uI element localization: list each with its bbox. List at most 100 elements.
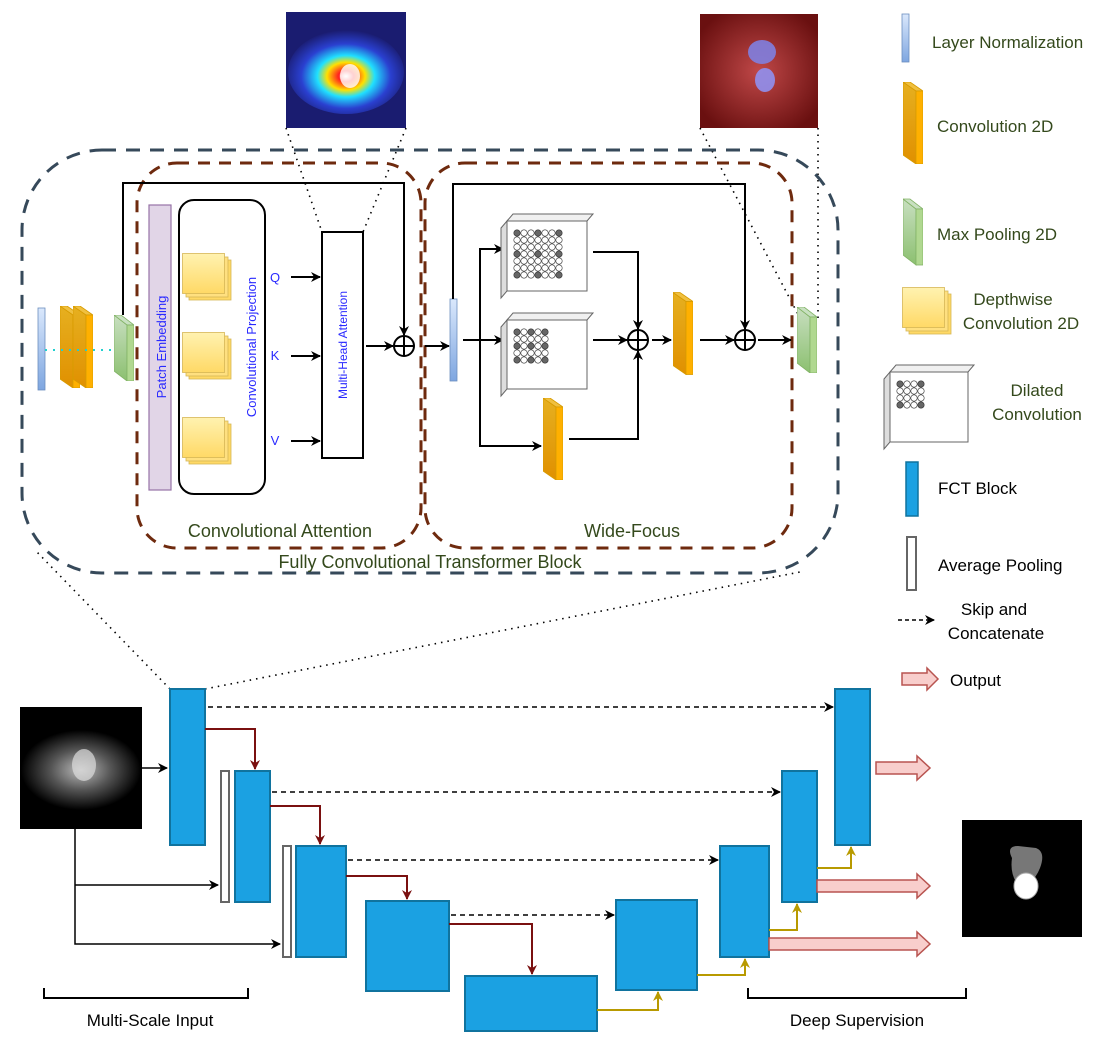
add-icon (393, 335, 415, 357)
fct-block-title: Fully Convolutional Transformer Block (278, 552, 582, 572)
kernel-cell (555, 257, 563, 265)
skip-connections (208, 702, 834, 920)
kernel-cell (513, 250, 521, 258)
kernel-cell (555, 236, 563, 244)
output-arrow (816, 872, 932, 900)
layer-norm (37, 307, 46, 391)
output-mask-image (962, 820, 1082, 937)
kernel-cell (527, 236, 535, 244)
kernel-cell (555, 243, 563, 251)
legend-maxpool-icon (903, 198, 923, 266)
kernel-cell (548, 236, 556, 244)
legend-avgpool-icon (906, 536, 917, 591)
depthwise-conv-k (182, 332, 232, 380)
encoder-block-3 (295, 845, 347, 958)
kernel-cell (541, 335, 549, 343)
kernel-cell (555, 271, 563, 279)
kernel-cell (520, 349, 528, 357)
residual-connection (452, 183, 750, 330)
kernel-cell (520, 243, 528, 251)
kernel-cell (541, 271, 549, 279)
kernel-cell (513, 335, 521, 343)
legend-depthwise-icon (902, 287, 952, 335)
bottleneck-block (464, 975, 598, 1032)
zoom-dotted-lines (34, 127, 819, 690)
kernel-cell (527, 328, 535, 336)
upsample-arrows (597, 846, 856, 1011)
conv-projection-box (178, 199, 266, 495)
kernel-cell (513, 349, 521, 357)
encoder-block-2 (234, 770, 271, 903)
downsample-arrows (205, 728, 537, 975)
kernel-cell (520, 271, 528, 279)
attention-heatmap-image (286, 12, 406, 128)
legend-layer-norm: Layer Normalization (932, 33, 1083, 52)
depthwise-conv-q (182, 253, 232, 301)
conv-attention-border (135, 161, 423, 550)
kernel-cell (513, 264, 521, 272)
kernel-cell (896, 387, 904, 395)
kernel-cell (527, 335, 535, 343)
kernel-cell (513, 243, 521, 251)
kernel-cell (534, 335, 542, 343)
conv-projection-label: Convolutional Projection (244, 277, 259, 417)
kernel-cell (896, 401, 904, 409)
kernel-cell (513, 356, 521, 364)
multi-scale-input-label: Multi-Scale Input (87, 1011, 214, 1030)
avg-pool (220, 770, 230, 903)
kernel-cell (527, 264, 535, 272)
qkv-arrows (291, 272, 321, 446)
legend-skip-line2: Concatenate (948, 624, 1044, 643)
kernel-cell (534, 236, 542, 244)
kernel-cell (541, 342, 549, 350)
kernel-cell (513, 236, 521, 244)
legend-fct: FCT Block (938, 479, 1018, 498)
kernel-cell (541, 257, 549, 265)
encoder-block-4 (365, 900, 450, 992)
kernel-cell (548, 243, 556, 251)
segmentation-overlay-image (700, 14, 818, 128)
kernel-cell (903, 394, 911, 402)
legend-skip-line1: Skip and (961, 600, 1027, 619)
kernel-cell (513, 342, 521, 350)
kernel-cell (548, 264, 556, 272)
kernel-cell (513, 229, 521, 237)
mha-label: Multi-Head Attention (336, 291, 350, 399)
legend-avgpool: Average Pooling (938, 556, 1062, 575)
kernel-cell (917, 394, 925, 402)
kernel-cell (555, 229, 563, 237)
legend-fct-icon (905, 461, 919, 517)
add-icon (734, 329, 756, 351)
kernel-cell (534, 342, 542, 350)
legend-maxpool: Max Pooling 2D (937, 225, 1057, 244)
kernel-cell (513, 257, 521, 265)
kernel-cell (903, 401, 911, 409)
legend-layer-norm-icon (901, 13, 910, 63)
legend-depthwise-line2: Convolution 2D (963, 314, 1079, 333)
kernel-cell (520, 250, 528, 258)
output-arrows (768, 754, 932, 958)
kernel-cell (534, 356, 542, 364)
kernel-cell (520, 236, 528, 244)
maxpool2d (114, 315, 134, 381)
deep-supervision-label: Deep Supervision (790, 1011, 924, 1030)
kernel-cell (513, 271, 521, 279)
decoder-block-2 (781, 770, 818, 903)
kernel-cell (534, 250, 542, 258)
branch-lines (463, 244, 792, 451)
conv2d (543, 398, 563, 480)
input-arrows (74, 763, 281, 949)
patch-embedding (148, 204, 172, 491)
legend-output: Output (950, 671, 1001, 690)
q-label: Q (270, 270, 280, 285)
kernel-cell (541, 264, 549, 272)
fct-block-border (20, 148, 840, 575)
kernel-cell (513, 328, 521, 336)
wide-focus-title: Wide-Focus (584, 521, 680, 541)
kernel-cell (534, 328, 542, 336)
kernel-cell (520, 257, 528, 265)
conv-attention-title: Convolutional Attention (188, 521, 372, 541)
conv2d (73, 306, 93, 388)
